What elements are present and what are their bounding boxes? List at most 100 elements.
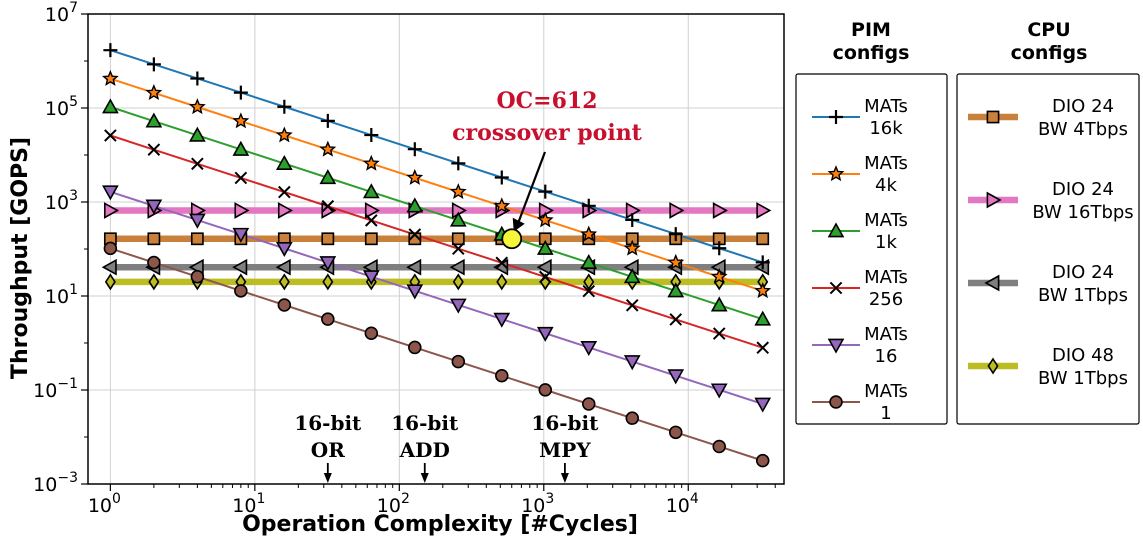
pim-series-marker xyxy=(103,241,118,256)
crossover-label-line1: OC=612 xyxy=(496,88,597,114)
pim-series-marker xyxy=(145,199,163,215)
pim-series-marker xyxy=(364,128,379,143)
pim-series-marker xyxy=(408,228,422,241)
pim-legend-label1: MATs xyxy=(864,96,908,117)
y-tick-base: 10 xyxy=(33,474,57,496)
cpu-series-marker xyxy=(451,232,465,246)
cpu-series-marker xyxy=(406,258,422,276)
op-annotation-line2: MPY xyxy=(539,438,591,462)
pim-legend-label1: MATs xyxy=(864,210,908,231)
x-tick-exp: 3 xyxy=(545,491,554,507)
cpu-legend-swatch-marker xyxy=(986,110,1000,124)
pim-series-marker xyxy=(406,168,424,185)
pim-series-marker xyxy=(754,310,772,326)
pim-series-marker xyxy=(755,453,770,468)
pim-series-marker xyxy=(495,256,509,270)
grid-lines xyxy=(88,14,784,484)
pim-series-marker xyxy=(408,340,422,355)
cpu-series-marker xyxy=(756,232,770,246)
cpu-series-marker xyxy=(275,258,291,276)
pim-series-marker xyxy=(754,397,772,413)
y-tick-exp: −3 xyxy=(57,470,78,486)
y-tick-base: 10 xyxy=(45,98,69,120)
marker-layer xyxy=(101,43,772,468)
pim-series-marker xyxy=(623,268,641,284)
pim-series-marker xyxy=(538,383,553,397)
pim-series-marker xyxy=(451,156,466,171)
x-tick-base: 10 xyxy=(88,495,112,517)
cpu-legend-swatch-marker xyxy=(984,274,1000,292)
pim-series-marker xyxy=(712,241,727,256)
pim-series-marker xyxy=(536,239,554,255)
x-tick-base: 10 xyxy=(666,495,690,517)
cpu-series-marker xyxy=(496,273,508,291)
pim-series-marker xyxy=(668,227,683,242)
cpu-series-marker xyxy=(583,273,595,291)
x-tick-label: 104 xyxy=(666,491,699,517)
pim-series-marker xyxy=(451,354,466,369)
pim-series-marker xyxy=(756,341,770,355)
pim-series-marker xyxy=(406,284,424,300)
y-tick-label: 103 xyxy=(45,188,78,214)
pim-series-marker xyxy=(667,253,685,270)
pim-series-marker xyxy=(102,98,119,114)
pim-series-marker xyxy=(275,241,293,258)
cpu-legend-label1: DIO 24 xyxy=(1052,179,1114,200)
cpu-legend-label2: BW 16Tbps xyxy=(1032,202,1133,223)
pim-series-marker xyxy=(319,169,337,185)
pim-legend-label2: 4k xyxy=(875,175,897,196)
y-tick-exp: 7 xyxy=(69,0,78,16)
legends: PIMconfigsCPUconfigsMATs16kMATs4kMATs1kM… xyxy=(795,19,1140,425)
pim-legend-swatch-marker xyxy=(829,110,843,124)
pim-series-marker xyxy=(625,411,640,425)
pim-series-line xyxy=(110,190,764,405)
op-annotation-line2: ADD xyxy=(399,438,450,462)
pim-series-marker xyxy=(580,341,598,357)
crossover-arrow-head xyxy=(512,217,525,232)
pim-legend-label2: 16 xyxy=(875,346,898,367)
x-tick-base: 10 xyxy=(377,495,401,517)
cpu-legend-label1: DIO 48 xyxy=(1052,345,1114,366)
pim-series-marker xyxy=(277,298,292,312)
cpu-legend-label1: DIO 24 xyxy=(1052,96,1114,117)
cpu-series-marker xyxy=(277,202,293,219)
pim-series-marker xyxy=(710,296,728,312)
cpu-series-marker xyxy=(234,202,250,219)
pim-series-marker xyxy=(668,425,683,440)
op-annotation-line1: 16-bit xyxy=(531,411,599,435)
pim-series-marker xyxy=(712,327,726,340)
pim-series-marker xyxy=(145,112,163,128)
pim-series-marker xyxy=(321,312,335,326)
cpu-series-marker xyxy=(756,202,772,219)
cpu-legend-swatch-marker xyxy=(987,357,999,375)
pim-series-marker xyxy=(190,269,205,284)
pim-series-marker xyxy=(710,383,728,399)
pim-series-marker xyxy=(667,282,685,298)
cpu-series-marker xyxy=(232,258,248,276)
pim-series-marker xyxy=(147,255,161,270)
pim-legend-swatch-marker xyxy=(829,395,843,409)
pim-series-line xyxy=(110,247,764,462)
cpu-legend-label2: BW 1Tbps xyxy=(1038,285,1128,306)
op-annotation-arrow-head xyxy=(420,473,429,483)
cpu-series-marker xyxy=(148,273,160,291)
pim-series-marker xyxy=(536,211,554,228)
pim-series-marker xyxy=(669,313,683,326)
cpu-legend-label2: BW 4Tbps xyxy=(1038,119,1128,140)
pim-series-marker xyxy=(451,242,465,255)
pim-series-marker xyxy=(188,213,206,229)
pim-series-marker xyxy=(232,140,250,156)
pim-series-marker xyxy=(321,199,335,213)
pim-series-marker xyxy=(493,197,511,214)
y-tick-label: 107 xyxy=(45,0,78,26)
pim-series-marker xyxy=(494,170,509,185)
pim-series-marker xyxy=(582,397,596,411)
pim-series-marker xyxy=(234,284,248,298)
cpu-series-marker xyxy=(147,232,161,246)
y-tick-exp: 3 xyxy=(69,188,78,204)
crossover-arrow xyxy=(515,151,547,228)
y-tick-exp: 1 xyxy=(69,282,78,298)
pim-series-marker xyxy=(102,185,119,201)
y-tick-label: 105 xyxy=(45,94,78,120)
